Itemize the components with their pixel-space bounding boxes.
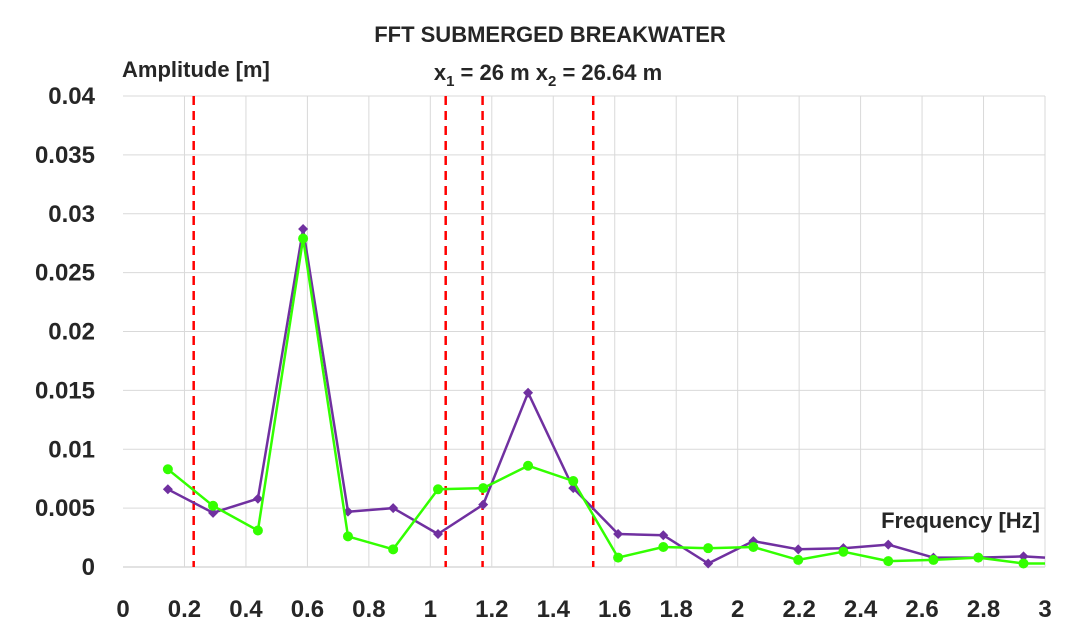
- series-2-point: [748, 541, 759, 552]
- series-2-point: [298, 233, 309, 244]
- x1-symbol: x: [434, 60, 447, 85]
- x2-symbol: x: [536, 60, 549, 85]
- x-tick-label: 2.4: [844, 596, 878, 620]
- series-2-point: [883, 556, 894, 567]
- x-tick-label: 1.8: [660, 596, 693, 620]
- series-1-point: [208, 507, 219, 518]
- x-tick-label: 0.4: [229, 596, 263, 620]
- y-axis-title: Amplitude [m]: [122, 57, 270, 82]
- series-2-point: [793, 554, 804, 565]
- series-2-point: [162, 464, 173, 475]
- series-2-point: [703, 543, 714, 554]
- series-1-point: [298, 224, 309, 235]
- series-2-point: [568, 476, 579, 487]
- x2-value: = 26.64 m: [556, 60, 662, 85]
- series-1-point: [613, 529, 624, 540]
- x-tick-label: 0.8: [352, 596, 385, 620]
- x-tick-label: 0: [116, 596, 129, 620]
- y-tick-label: 0.035: [35, 142, 95, 169]
- series-2-point: [342, 531, 353, 542]
- y-tick-label: 0.015: [35, 377, 95, 404]
- x2-subscript: 2: [548, 73, 556, 90]
- series-2-point: [613, 552, 624, 563]
- y-tick-label: 0.01: [48, 436, 95, 463]
- y-tick-label: 0.005: [35, 495, 95, 522]
- x-tick-label: 0.6: [291, 596, 324, 620]
- series-2-point: [1018, 558, 1029, 569]
- x-tick-label: 1: [424, 596, 437, 620]
- series-2-point: [252, 525, 263, 536]
- chart-title: FFT SUBMERGED BREAKWATER: [374, 22, 726, 47]
- series-1-point: [658, 530, 669, 541]
- chart-subtitle: x1 = 26 m x2 = 26.64 m: [434, 60, 662, 90]
- x-tick-label: 2.8: [967, 596, 1000, 620]
- series-1-point: [1018, 551, 1029, 562]
- x-tick-label: 3: [1038, 596, 1051, 620]
- series-2-point: [973, 552, 984, 563]
- series-1-point: [523, 387, 534, 398]
- gridlines: [123, 95, 1046, 567]
- x-tick-label: 0.2: [168, 596, 201, 620]
- series-1-point: [478, 499, 489, 510]
- series-2-point: [208, 500, 219, 511]
- x-tick-label: 2.6: [905, 596, 938, 620]
- series-1-point: [252, 493, 263, 504]
- x1-value: = 26 m: [454, 60, 535, 85]
- x-tick-label: 2: [731, 596, 744, 620]
- series-2-point: [928, 554, 939, 565]
- series-2-point: [388, 544, 399, 555]
- x-tick-label: 2.2: [782, 596, 815, 620]
- y-tick-label: 0.04: [48, 83, 95, 110]
- series-1-point: [388, 503, 399, 514]
- y-tick-label: 0.025: [35, 260, 95, 287]
- series-1-point: [883, 539, 894, 550]
- series-1-point: [162, 484, 173, 495]
- series-group: [162, 224, 1046, 569]
- y-tick-label: 0.03: [48, 201, 95, 228]
- y-tick-label: 0: [82, 554, 95, 581]
- series-2-point: [523, 460, 534, 471]
- x-tick-label: 1.6: [598, 596, 631, 620]
- series-2-point: [838, 546, 849, 557]
- y-tick-label: 0.02: [48, 319, 95, 346]
- series-1-point: [793, 544, 804, 555]
- series-2-point: [433, 484, 444, 495]
- x-axis-title: Frequency [Hz]: [881, 508, 1040, 533]
- series-2-point: [658, 541, 669, 552]
- series-1-point: [703, 558, 714, 569]
- x-tick-label: 1.2: [475, 596, 508, 620]
- x-tick-label: 1.4: [537, 596, 571, 620]
- x1-subscript: 1: [446, 73, 454, 90]
- tick-labels: 0 0.005 0.01 0.015 0.02 0.025 0.03 0.035 0.04 0 0.…: [35, 83, 1052, 620]
- series-2-point: [478, 483, 489, 494]
- series-1-point: [433, 529, 444, 540]
